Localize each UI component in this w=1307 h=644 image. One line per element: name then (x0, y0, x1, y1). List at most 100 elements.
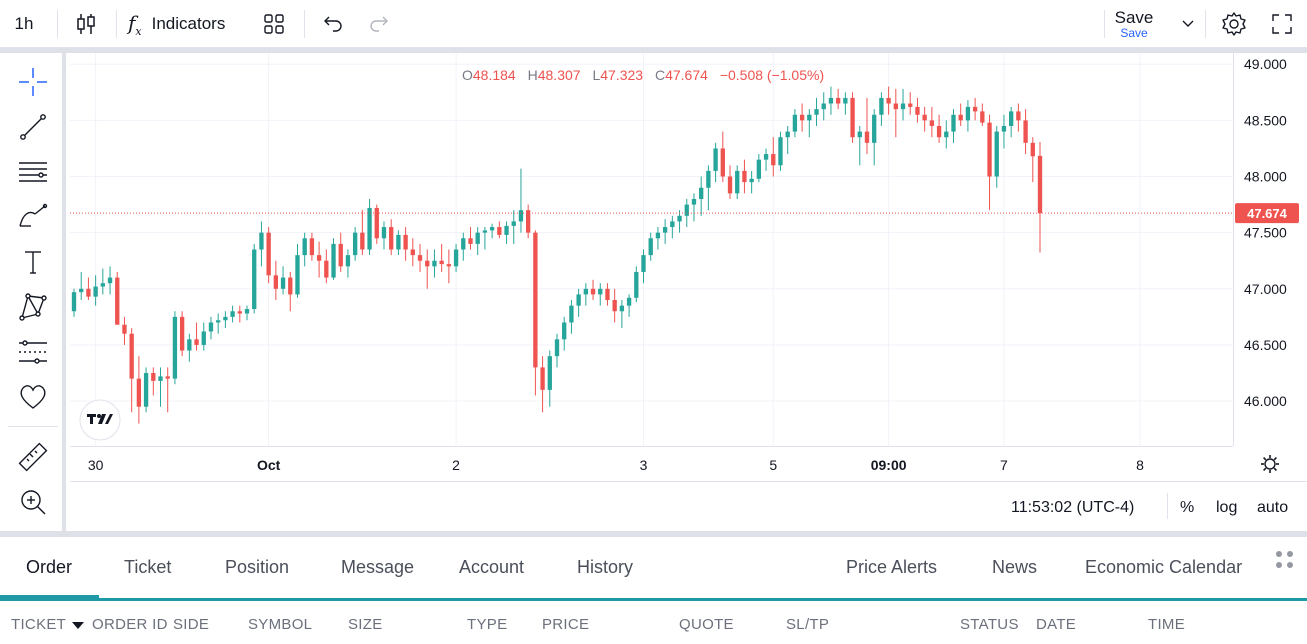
candle-body (771, 154, 776, 166)
col-size[interactable]: SIZE (348, 616, 383, 633)
candle-body (417, 255, 423, 261)
price-tick-label: 46.500 (1244, 337, 1287, 353)
col-symbol[interactable]: SYMBOL (248, 616, 313, 633)
candle-body (511, 221, 516, 226)
text-tool-icon[interactable] (12, 241, 54, 283)
candle-body (994, 131, 999, 177)
zoom-in-icon[interactable] (12, 481, 54, 523)
candle-body (850, 97, 855, 138)
indicators-button[interactable]: fx Indicators (128, 0, 243, 48)
candle-body (100, 283, 105, 287)
legend-low: 47.323 (600, 67, 643, 83)
col-price[interactable]: PRICE (542, 616, 590, 633)
chart-area[interactable]: 49.000 48.500 48.000 47.500 47.000 46.500 46.0… (70, 53, 1307, 531)
candle-body (115, 277, 120, 325)
col-quote[interactable]: QUOTE (679, 616, 734, 633)
candle-body (670, 221, 675, 228)
time-scale-border (70, 446, 1233, 447)
price-tick-label: 47.000 (1244, 281, 1287, 297)
redo-icon[interactable] (362, 0, 396, 48)
col-sl-tp[interactable]: SL/TP (786, 616, 830, 633)
candle-body (727, 176, 733, 194)
candle-body (569, 305, 574, 323)
candle-body (662, 227, 668, 233)
candle-body (367, 207, 372, 250)
candle-body (1030, 142, 1035, 157)
candle-body (316, 255, 322, 261)
candle-body (598, 288, 603, 295)
candle-body (814, 109, 819, 115)
candle-body (93, 286, 98, 297)
price-tick-label: 48.000 (1244, 169, 1287, 185)
candle-body (799, 114, 805, 121)
col-side[interactable]: SIDE (173, 616, 210, 633)
legend-high: 48.307 (538, 67, 581, 83)
col-order-id[interactable]: ORDER ID (92, 616, 168, 633)
candle-body (237, 311, 242, 314)
candle-body (280, 277, 286, 289)
candle-body (641, 255, 646, 272)
col-type[interactable]: TYPE (467, 616, 508, 633)
ruler-measure-icon[interactable] (12, 436, 54, 478)
candle-body (893, 103, 898, 110)
trend-line-icon[interactable] (12, 106, 54, 148)
col-time[interactable]: TIME (1148, 616, 1186, 633)
candle-body (79, 288, 84, 293)
save-button[interactable]: Save Save (1108, 0, 1160, 48)
candle-body (655, 232, 661, 239)
candle-body (554, 339, 560, 357)
candle-body (619, 305, 625, 312)
chevron-down-icon[interactable] (1176, 0, 1200, 48)
col-date[interactable]: DATE (1036, 616, 1077, 633)
tab-price-alerts[interactable]: Price Alerts (846, 557, 938, 577)
candle-body (828, 97, 834, 104)
price-scale-border (1233, 53, 1234, 446)
legend-change: −0.508 (−1.05%) (720, 67, 824, 83)
fullscreen-icon[interactable] (1264, 0, 1300, 48)
layouts-grid-icon[interactable] (257, 0, 291, 48)
interval-button[interactable]: 1h (14, 14, 34, 33)
candles-chart-type-icon[interactable] (66, 0, 106, 48)
price-tick-label: 48.500 (1244, 112, 1287, 128)
tab-ticket[interactable]: Ticket (124, 557, 172, 577)
candle-body (677, 215, 682, 222)
col-ticket[interactable]: TICKET (11, 616, 85, 633)
forecast-tool-icon[interactable] (12, 331, 54, 373)
candle-body (252, 249, 257, 310)
tab-position[interactable]: Position (225, 557, 290, 577)
toolbar-divider (57, 10, 58, 38)
candle-body (244, 309, 250, 314)
horizontal-lines-icon[interactable] (12, 151, 54, 193)
candle-body (446, 264, 452, 267)
tab-message[interactable]: Message (341, 557, 415, 577)
candle-body (929, 120, 935, 126)
heart-favorites-icon[interactable] (12, 376, 54, 418)
time-scale: 30 Oct 2 3 5 09:00 7 8 (88, 457, 1144, 473)
candle-body (648, 238, 653, 256)
candle-body (172, 316, 178, 379)
legend-l-label: L (592, 67, 600, 83)
candle-body (453, 249, 459, 267)
tab-history[interactable]: History (577, 557, 634, 577)
candle-body (136, 378, 142, 407)
panel-drag-handle-icon[interactable] (1274, 549, 1296, 576)
candle-body (987, 122, 992, 177)
candle-body (374, 207, 379, 239)
pattern-tool-icon[interactable] (12, 286, 54, 328)
candle-body (1037, 155, 1043, 214)
tab-account[interactable]: Account (459, 557, 525, 577)
brush-icon[interactable] (12, 196, 54, 238)
settings-gear-icon[interactable] (1216, 0, 1252, 48)
time-tick-label: 5 (769, 457, 777, 473)
price-chart[interactable]: 49.000 48.500 48.000 47.500 47.000 46.500 46.0… (70, 53, 1307, 531)
crosshair-icon[interactable] (12, 61, 54, 103)
tab-news[interactable]: News (992, 557, 1038, 577)
candle-body (735, 170, 740, 194)
candle-body (590, 288, 596, 295)
candle-body (879, 97, 884, 115)
time-tick-label: 2 (452, 457, 460, 473)
col-status[interactable]: STATUS (960, 616, 1019, 633)
undo-icon[interactable] (316, 0, 350, 48)
tab-order[interactable]: Order (26, 557, 73, 577)
tab-economic-calendar[interactable]: Economic Calendar (1085, 557, 1243, 577)
